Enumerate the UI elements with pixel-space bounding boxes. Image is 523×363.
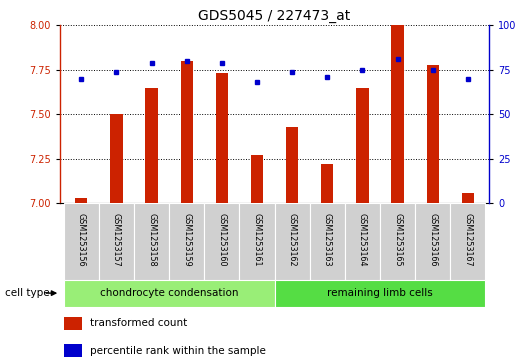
Text: GSM1253165: GSM1253165 <box>393 213 402 267</box>
Bar <box>251 155 263 203</box>
Text: GSM1253158: GSM1253158 <box>147 213 156 267</box>
Text: GSM1253160: GSM1253160 <box>218 213 226 266</box>
Bar <box>380 203 415 280</box>
Bar <box>180 61 193 203</box>
Text: GSM1253156: GSM1253156 <box>77 213 86 267</box>
Bar <box>427 65 439 203</box>
Bar <box>134 203 169 280</box>
Bar <box>240 203 275 280</box>
Bar <box>450 203 485 280</box>
Bar <box>169 203 204 280</box>
Text: chondrocyte condensation: chondrocyte condensation <box>100 288 238 298</box>
Text: GSM1253163: GSM1253163 <box>323 213 332 266</box>
Bar <box>275 280 485 307</box>
Bar <box>286 127 298 203</box>
Text: GDS5045 / 227473_at: GDS5045 / 227473_at <box>198 9 351 23</box>
Bar <box>99 203 134 280</box>
Bar <box>275 203 310 280</box>
Text: percentile rank within the sample: percentile rank within the sample <box>90 346 266 355</box>
Bar <box>356 87 369 203</box>
Bar <box>345 203 380 280</box>
Bar <box>215 73 228 203</box>
Text: GSM1253164: GSM1253164 <box>358 213 367 266</box>
Bar <box>415 203 450 280</box>
Text: GSM1253157: GSM1253157 <box>112 213 121 267</box>
Bar <box>64 280 275 307</box>
Bar <box>204 203 240 280</box>
Text: GSM1253159: GSM1253159 <box>182 213 191 267</box>
Text: remaining limb cells: remaining limb cells <box>327 288 433 298</box>
Bar <box>391 25 404 203</box>
Text: GSM1253161: GSM1253161 <box>253 213 262 266</box>
Bar <box>75 198 87 203</box>
Bar <box>64 344 82 357</box>
Bar <box>310 203 345 280</box>
Bar <box>145 87 158 203</box>
Text: transformed count: transformed count <box>90 318 187 329</box>
Text: GSM1253166: GSM1253166 <box>428 213 437 266</box>
Bar <box>110 114 122 203</box>
Bar <box>64 317 82 330</box>
Bar <box>321 164 334 203</box>
Text: GSM1253167: GSM1253167 <box>463 213 472 267</box>
Text: GSM1253162: GSM1253162 <box>288 213 297 267</box>
Text: cell type: cell type <box>5 288 50 298</box>
Bar <box>462 193 474 203</box>
Bar <box>64 203 99 280</box>
